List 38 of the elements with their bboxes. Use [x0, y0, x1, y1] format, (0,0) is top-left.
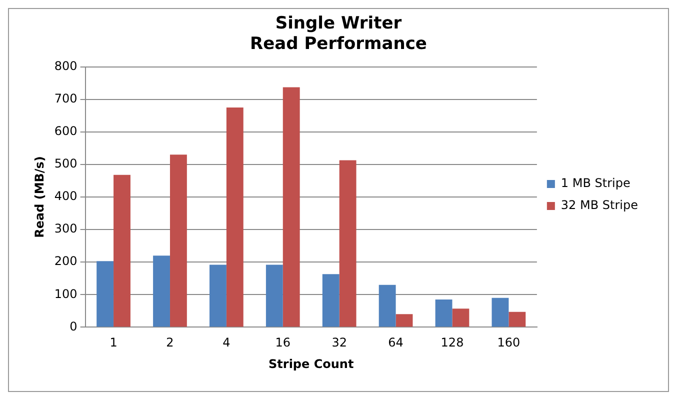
bar: [452, 308, 470, 327]
y-tick-label: 200: [54, 254, 78, 268]
y-tick-label: 400: [54, 189, 78, 204]
chart-title: Single Writer Read Performance: [250, 14, 427, 54]
x-tick-label: 128: [440, 336, 464, 350]
bar: [378, 284, 396, 327]
legend-label: 1 MB Stripe: [560, 176, 630, 190]
x-tick-label: 16: [275, 336, 291, 350]
bar: [339, 160, 356, 327]
x-tick-label: 160: [497, 336, 520, 350]
bar: [266, 264, 283, 327]
y-tick-label: 300: [54, 222, 78, 236]
legend-label: 32 MB Stripe: [560, 198, 638, 212]
bar: [96, 261, 114, 327]
x-tick-label: 4: [222, 336, 230, 350]
bar: [435, 300, 452, 327]
bar: [322, 274, 340, 327]
y-axis-title: Read (MB/s): [32, 156, 46, 238]
y-tick-label: 100: [54, 286, 78, 301]
y-tick-label: 0: [70, 319, 78, 334]
bar: [170, 154, 187, 327]
x-tick-label: 1: [110, 336, 118, 350]
bar: [226, 107, 244, 327]
x-tick-label: 32: [332, 336, 347, 350]
bar: [210, 264, 226, 327]
bar: [114, 174, 130, 327]
y-tick-label: 500: [54, 156, 78, 171]
y-tick-label: 700: [54, 91, 78, 106]
bar: [508, 312, 526, 327]
bar: [492, 298, 509, 327]
bar: [282, 87, 300, 327]
y-tick-label: 800: [54, 58, 78, 73]
x-tick-label: 2: [166, 336, 174, 350]
bar: [153, 256, 170, 327]
x-axis-title: Stripe Count: [268, 356, 354, 371]
x-tick-label: 64: [388, 336, 404, 350]
bar: [396, 314, 413, 327]
y-tick-label: 600: [54, 124, 78, 138]
